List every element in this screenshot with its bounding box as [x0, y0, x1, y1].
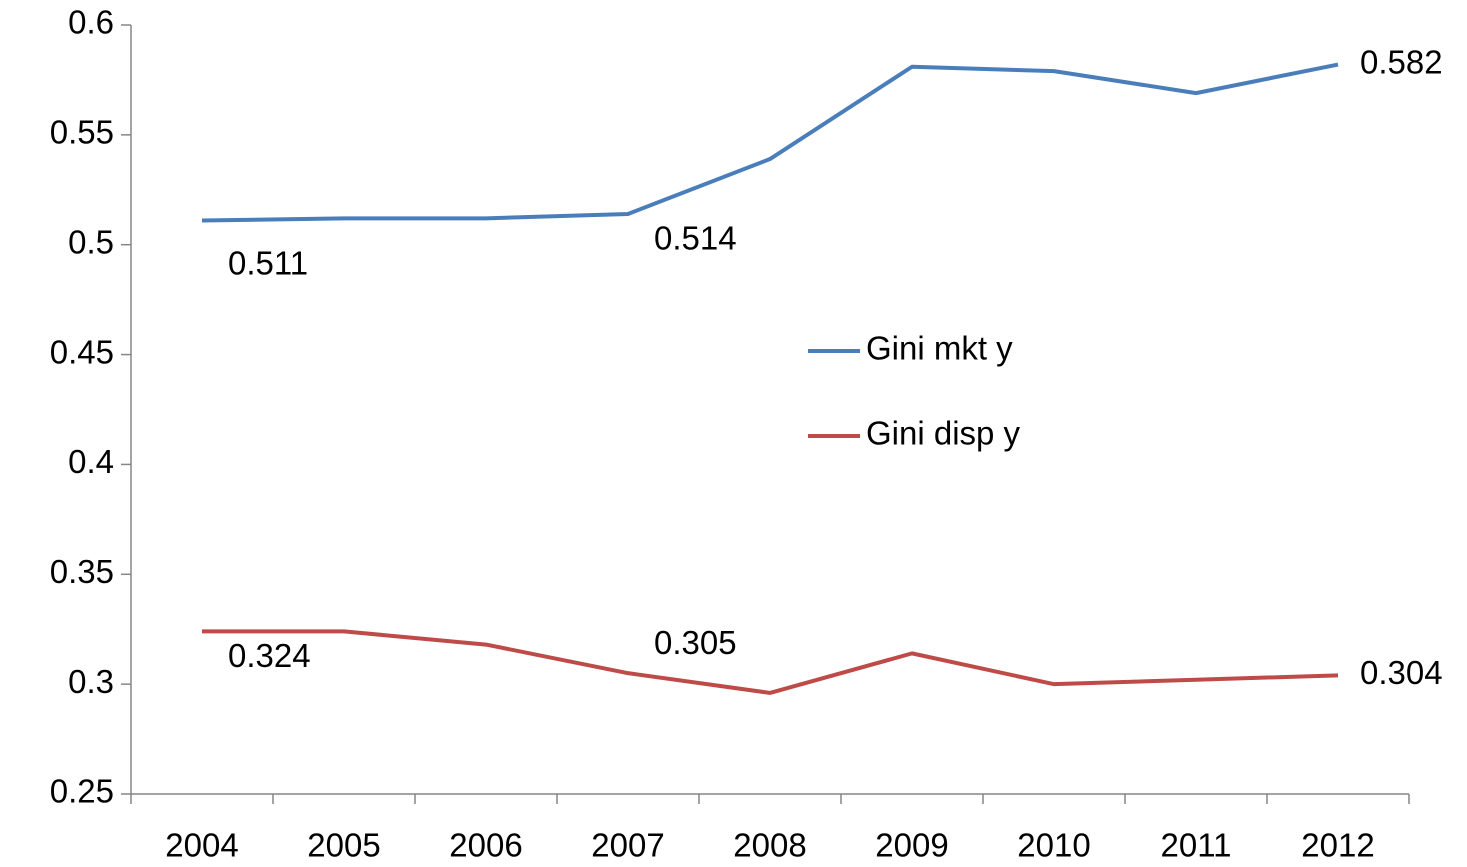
x-tick-label: 2005 [307, 827, 380, 864]
y-tick-label: 0.35 [50, 553, 114, 590]
x-tick-label: 2008 [733, 827, 806, 864]
line-series [201, 62, 1339, 223]
y-tick-label: 0.6 [68, 4, 114, 41]
data-label: 0.511 [228, 244, 308, 281]
data-label: 0.305 [654, 624, 737, 661]
y-tick-label: 0.25 [50, 773, 114, 810]
x-tick-label: 2004 [165, 827, 238, 864]
x-tick-label: 2011 [1161, 827, 1232, 864]
y-tick-label: 0.45 [50, 333, 114, 370]
legend-label: Gini mkt y [866, 330, 1013, 367]
data-label: 0.304 [1360, 654, 1443, 691]
data-label: 0.324 [228, 637, 311, 674]
y-tick-label: 0.3 [68, 663, 114, 700]
x-tick-label: 2007 [591, 827, 664, 864]
x-tick-label: 2006 [449, 827, 522, 864]
legend-label: Gini disp y [866, 415, 1021, 452]
data-label: 0.514 [654, 220, 737, 257]
x-tick-label: 2012 [1301, 827, 1374, 864]
y-tick-label: 0.55 [50, 114, 114, 151]
x-tick-label: 2010 [1017, 827, 1090, 864]
data-label: 0.582 [1360, 43, 1443, 80]
x-tick-label: 2009 [875, 827, 948, 864]
y-tick-label: 0.4 [68, 443, 114, 480]
y-tick-label: 0.5 [68, 223, 114, 260]
line-series [202, 629, 1339, 695]
